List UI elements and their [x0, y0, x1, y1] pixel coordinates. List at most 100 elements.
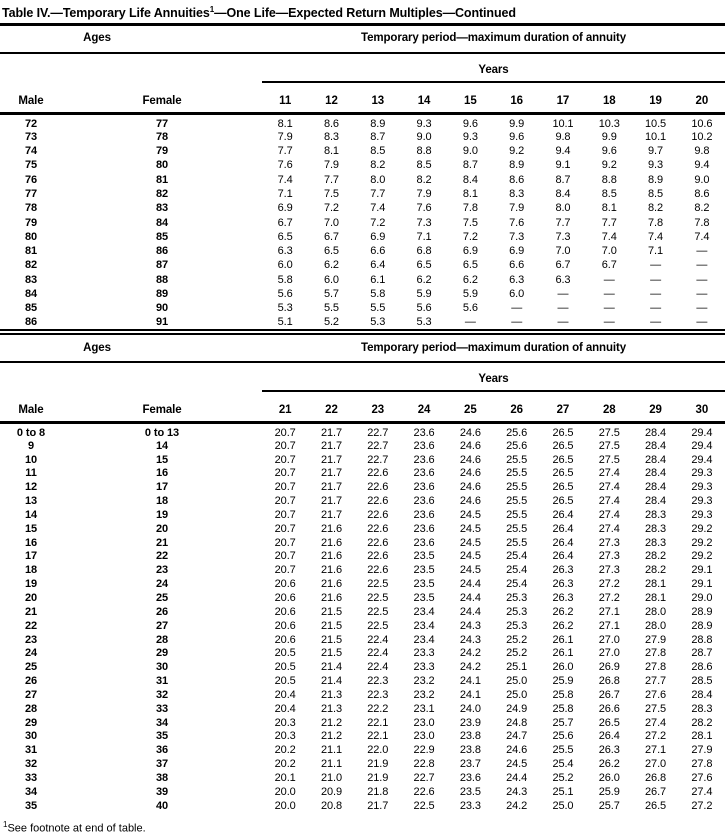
- expected-return-multiple-cell: 23.3: [459, 799, 481, 812]
- age-female-cell: 87: [155, 259, 169, 272]
- table-row: 82 87 6.0 6.2 6.4 6.5 6.5 6.6 6.7 6.7 — —: [0, 259, 725, 273]
- expected-return-multiple-cell: 28.9: [691, 619, 713, 632]
- expected-return-multiple-cell: 7.8: [694, 216, 710, 229]
- expected-return-multiple-cell: 27.5: [598, 427, 620, 440]
- year-column-header: 21: [262, 391, 309, 425]
- expected-return-multiple-cell: 10.1: [552, 118, 574, 131]
- expected-return-multiple-cell: 25.5: [506, 522, 528, 535]
- expected-return-multiple-cell: 24.5: [459, 536, 481, 549]
- expected-return-multiple-cell: 26.7: [598, 688, 620, 701]
- expected-return-multiple-cell: 24.4: [459, 578, 481, 591]
- age-female-cell: 37: [155, 758, 169, 771]
- table-row: 31 36 20.2 21.1 22.0 22.9 23.8 24.6 25.5 26.3 27.1…: [0, 744, 725, 758]
- years-header: Years: [262, 362, 725, 393]
- year-column-header: 25: [447, 391, 494, 425]
- expected-return-multiple-cell: 24.1: [459, 675, 481, 688]
- expected-return-multiple-cell: —: [464, 316, 476, 329]
- expected-return-multiple-cell: 25.6: [506, 427, 528, 440]
- table-row: 22 27 20.6 21.5 22.5 23.4 24.3 25.3 26.2 27.1 28.0…: [0, 619, 725, 633]
- expected-return-multiple-cell: 7.2: [370, 216, 386, 229]
- expected-return-multiple-cell: 27.3: [598, 536, 620, 549]
- expected-return-multiple-cell: 20.7: [274, 453, 296, 466]
- age-female-cell: 15: [155, 453, 169, 466]
- table-row: 81 86 6.3 6.5 6.6 6.8 6.9 6.9 7.0 7.0 7.1 —: [0, 245, 725, 259]
- expected-return-multiple-cell: 24.8: [506, 716, 528, 729]
- expected-return-multiple-cell: 22.5: [413, 799, 435, 812]
- expected-return-multiple-cell: 22.6: [413, 785, 435, 798]
- expected-return-multiple-cell: 6.9: [370, 230, 386, 243]
- expected-return-multiple-cell: 28.4: [645, 495, 667, 508]
- expected-return-multiple-cell: 26.1: [552, 647, 574, 660]
- expected-return-multiple-cell: 23.2: [413, 675, 435, 688]
- expected-return-multiple-cell: 8.6: [509, 173, 525, 186]
- expected-return-multiple-cell: 27.9: [645, 633, 667, 646]
- age-male-cell: 14: [24, 508, 38, 521]
- expected-return-multiple-cell: 24.7: [506, 730, 528, 743]
- table-row: 21 26 20.6 21.5 22.5 23.4 24.4 25.3 26.2 27.1 28.0…: [0, 605, 725, 619]
- expected-return-multiple-cell: 7.2: [462, 230, 478, 243]
- age-male-cell: 0 to 8: [16, 427, 46, 440]
- age-male-cell: 31: [24, 744, 38, 757]
- expected-return-multiple-cell: 27.0: [645, 758, 667, 771]
- expected-return-multiple-cell: —: [603, 316, 615, 329]
- expected-return-multiple-cell: —: [650, 259, 661, 272]
- expected-return-multiple-cell: 21.5: [320, 633, 342, 646]
- spacer-cell: [0, 53, 262, 82]
- year-column-header: 27: [539, 391, 587, 425]
- expected-return-multiple-cell: 6.8: [416, 245, 432, 258]
- expected-return-multiple-cell: 25.2: [552, 771, 574, 784]
- expected-return-multiple-cell: 6.5: [277, 230, 293, 243]
- expected-return-multiple-cell: 20.6: [274, 578, 296, 591]
- expected-return-multiple-cell: 9.4: [694, 159, 710, 172]
- footnote-text: See footnote at end of table.: [7, 822, 146, 835]
- expected-return-multiple-cell: 26.2: [552, 605, 574, 618]
- expected-return-multiple-cell: 27.4: [691, 785, 713, 798]
- expected-return-multiple-cell: 25.3: [506, 605, 528, 618]
- temporary-period-header: Temporary period—maximum duration of ann…: [262, 24, 725, 55]
- expected-return-multiple-cell: —: [696, 302, 708, 315]
- expected-return-multiple-cell: 26.4: [552, 522, 574, 535]
- expected-return-multiple-cell: 23.7: [459, 758, 481, 771]
- table-body: 72 77 8.1 8.6 8.9 9.3 9.6 9.9 10.1 10.3 10.5 10.6 73…: [0, 114, 725, 331]
- expected-return-multiple-cell: 6.5: [462, 259, 478, 272]
- expected-return-multiple-cell: 23.1: [413, 702, 435, 715]
- expected-return-multiple-cell: 21.7: [320, 508, 342, 521]
- expected-return-multiple-cell: 5.8: [370, 288, 386, 301]
- table-row: 77 82 7.1 7.5 7.7 7.9 8.1 8.3 8.4 8.5 8.5 8.6: [0, 187, 725, 201]
- expected-return-multiple-cell: 6.9: [509, 245, 525, 258]
- expected-return-multiple-cell: 6.0: [323, 273, 339, 286]
- expected-return-multiple-cell: 7.4: [370, 202, 386, 215]
- expected-return-multiple-cell: 26.1: [552, 633, 574, 646]
- table-row: 32 37 20.2 21.1 21.9 22.8 23.7 24.5 25.4 26.2 27.0…: [0, 758, 725, 772]
- expected-return-multiple-cell: 25.3: [506, 619, 528, 632]
- expected-return-multiple-cell: 23.4: [413, 605, 435, 618]
- expected-return-multiple-cell: 8.0: [555, 202, 571, 215]
- expected-return-multiple-cell: —: [696, 288, 708, 301]
- expected-return-multiple-cell: 20.2: [274, 744, 296, 757]
- age-female-cell: 17: [155, 481, 169, 494]
- expected-return-multiple-cell: 28.2: [645, 550, 667, 563]
- expected-return-multiple-cell: —: [511, 316, 523, 329]
- expected-return-multiple-cell: 27.4: [598, 508, 620, 521]
- expected-return-multiple-cell: 5.6: [462, 302, 478, 315]
- expected-return-multiple-cell: 24.6: [459, 453, 481, 466]
- expected-return-multiple-cell: 21.9: [367, 771, 389, 784]
- age-male-cell: 80: [24, 230, 38, 243]
- age-female-cell: 35: [155, 730, 169, 743]
- year-column-header: 11: [262, 82, 309, 116]
- year-column-header: 30: [678, 391, 725, 425]
- expected-return-multiple-cell: 26.9: [598, 661, 620, 674]
- expected-return-multiple-cell: 27.5: [645, 702, 667, 715]
- age-male-cell: 77: [24, 187, 38, 200]
- expected-return-multiple-cell: 6.7: [277, 216, 293, 229]
- expected-return-multiple-cell: 22.7: [413, 771, 435, 784]
- age-female-cell: 18: [155, 495, 169, 508]
- table-row: 20 25 20.6 21.6 22.5 23.5 24.4 25.3 26.3 27.2 28.1…: [0, 592, 725, 606]
- expected-return-multiple-cell: 26.4: [552, 508, 574, 521]
- expected-return-multiple-cell: 7.7: [601, 216, 617, 229]
- expected-return-multiple-cell: 9.1: [555, 159, 571, 172]
- expected-return-multiple-cell: 29.4: [691, 453, 713, 466]
- age-male-cell: 83: [24, 273, 38, 286]
- expected-return-multiple-cell: 5.9: [416, 288, 432, 301]
- expected-return-multiple-cell: 28.4: [645, 453, 667, 466]
